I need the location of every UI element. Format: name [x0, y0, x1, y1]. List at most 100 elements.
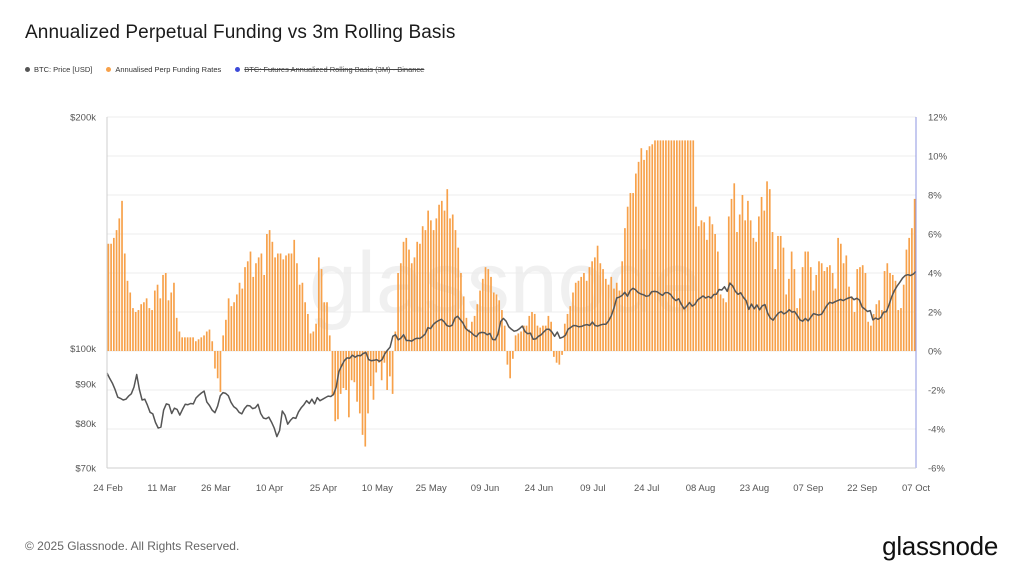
funding-bar — [911, 228, 913, 351]
funding-bar — [230, 306, 233, 351]
funding-bar — [719, 294, 722, 351]
funding-bar — [692, 140, 695, 351]
funding-bar — [905, 249, 908, 351]
funding-bar — [804, 251, 807, 351]
right-tick-label: 10% — [928, 152, 948, 163]
funding-bar — [522, 325, 525, 351]
funding-bar — [257, 257, 260, 351]
funding-bars — [107, 140, 916, 447]
funding-bar — [164, 273, 167, 351]
funding-bar — [788, 278, 790, 351]
funding-bar — [430, 220, 432, 351]
right-tick-label: -4% — [928, 425, 945, 436]
legend-item-funding[interactable]: Annualised Perp Funding Rates — [106, 65, 221, 74]
funding-bar — [733, 183, 736, 351]
funding-bar — [744, 220, 747, 351]
funding-bar — [112, 237, 115, 351]
funding-bar — [796, 308, 798, 351]
funding-bar — [618, 290, 621, 351]
funding-bar — [626, 206, 629, 351]
funding-bar — [539, 327, 542, 351]
left-tick-label: $90k — [75, 379, 96, 390]
funding-bar — [451, 214, 454, 351]
funding-bar — [501, 310, 503, 351]
funding-bar — [233, 302, 235, 351]
funding-bar — [495, 294, 498, 351]
funding-bar — [216, 351, 219, 379]
funding-bar — [782, 247, 785, 351]
funding-bar — [309, 333, 312, 351]
legend-item-basis[interactable]: BTC: Futures Annualized Rolling Basis (3… — [235, 65, 424, 74]
funding-bar — [361, 351, 364, 435]
funding-bar — [446, 189, 449, 351]
funding-bar — [686, 140, 689, 351]
funding-bar — [348, 351, 350, 418]
funding-bar — [334, 351, 337, 422]
funding-bar — [913, 198, 916, 351]
funding-bar — [555, 351, 558, 363]
funding-bar — [624, 228, 626, 351]
funding-bar — [594, 257, 596, 351]
funding-bar — [143, 302, 145, 351]
funding-bar — [615, 282, 618, 351]
funding-bar — [449, 218, 451, 351]
funding-bar — [613, 288, 615, 351]
funding-bar — [317, 257, 320, 351]
funding-bar — [367, 351, 369, 414]
funding-bar — [350, 351, 353, 381]
funding-bar — [290, 253, 293, 351]
funding-bar — [421, 226, 424, 351]
funding-bar — [550, 321, 552, 351]
funding-bar — [717, 251, 719, 351]
funding-bar — [665, 140, 667, 351]
funding-bar — [867, 321, 870, 351]
funding-bar — [708, 216, 711, 351]
funding-bar — [722, 298, 725, 351]
funding-bar — [878, 300, 880, 351]
funding-bar — [246, 261, 249, 351]
funding-bar — [558, 351, 561, 365]
funding-bar — [129, 292, 132, 351]
funding-bar — [151, 310, 153, 351]
funding-bar — [219, 351, 222, 392]
legend-item-price[interactable]: BTC: Price [USD] — [25, 65, 92, 74]
funding-bar — [145, 298, 148, 351]
funding-bar — [727, 216, 730, 351]
x-tick-label: 07 Sep — [793, 483, 823, 494]
funding-bar — [419, 243, 421, 351]
funding-bar — [848, 286, 850, 351]
funding-bar — [153, 290, 156, 351]
funding-bar — [457, 247, 460, 351]
funding-bar — [809, 267, 812, 351]
funding-bar — [793, 269, 796, 351]
funding-bar — [238, 282, 241, 351]
x-tick-label: 25 Apr — [310, 483, 337, 494]
funding-bar — [831, 273, 834, 351]
brand-logo[interactable]: glassnode — [882, 531, 998, 561]
funding-bar — [900, 308, 902, 351]
right-tick-label: 6% — [928, 230, 942, 241]
funding-bar — [159, 298, 162, 351]
funding-bar — [818, 261, 820, 351]
funding-bar — [244, 267, 246, 351]
funding-bar — [632, 193, 634, 351]
funding-bar — [312, 331, 315, 351]
funding-bar — [271, 241, 274, 351]
funding-bar — [364, 351, 367, 447]
funding-bar — [115, 230, 118, 351]
funding-bar — [413, 257, 416, 351]
x-tick-label: 23 Aug — [740, 483, 770, 494]
funding-bar — [514, 335, 517, 351]
funding-bar — [678, 140, 681, 351]
funding-bar — [331, 351, 334, 396]
funding-bar — [137, 310, 140, 351]
funding-bar — [799, 298, 801, 351]
funding-bar — [673, 140, 675, 351]
funding-bar — [856, 269, 859, 351]
legend: BTC: Price [USD] Annualised Perp Funding… — [25, 65, 424, 74]
right-tick-label: 12% — [928, 113, 948, 124]
funding-bar — [583, 273, 585, 351]
funding-bar — [525, 325, 528, 351]
funding-bar — [296, 263, 298, 351]
funding-bar — [479, 290, 481, 351]
